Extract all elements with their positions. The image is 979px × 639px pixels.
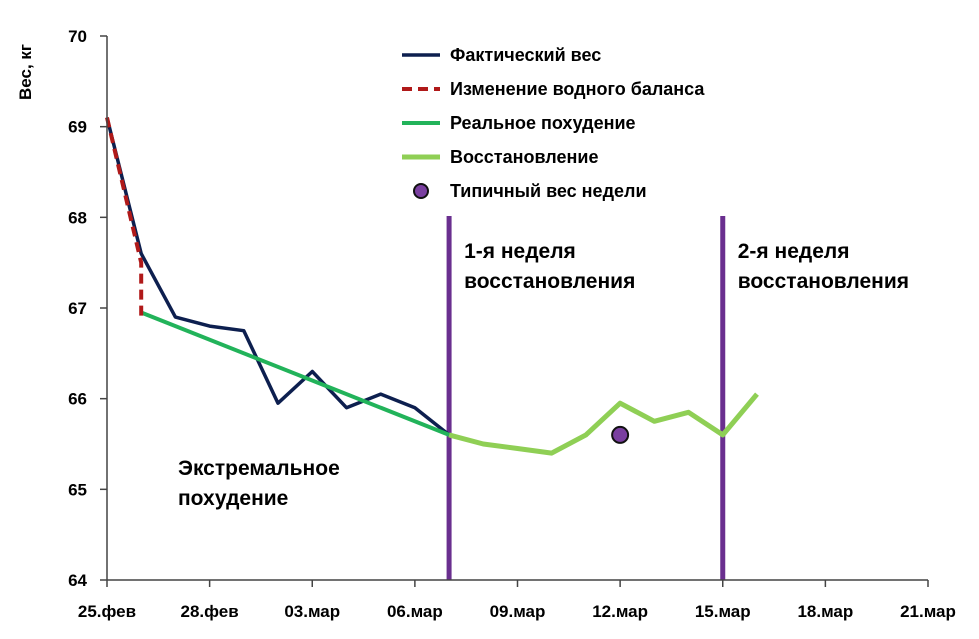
- y-tick-label: 67: [68, 299, 87, 318]
- legend-label-4: Восстановление: [450, 147, 598, 167]
- x-tick-label: 25.фев: [78, 602, 136, 621]
- y-tick-label: 68: [68, 208, 87, 227]
- annotation-line-2: похудение: [178, 487, 288, 510]
- series-line-2: [105, 117, 144, 318]
- axes-layer: 64 65 66 67 68 69 70 25.фев 28.фев 03.мар 06.мар 09…: [68, 27, 956, 621]
- legend: Фактический вес Изменение водного баланса…: [402, 45, 705, 201]
- x-tick-label: 09.мар: [490, 602, 546, 621]
- series-layer: [105, 117, 759, 456]
- legend-label-2: Изменение водного баланса: [450, 79, 705, 99]
- y-axis-label: Вес, кг: [16, 44, 35, 100]
- y-tick-label: 64: [68, 571, 87, 590]
- series-line-3: [140, 310, 450, 437]
- x-tick-label: 15.мар: [695, 602, 751, 621]
- series-line-1: [105, 117, 451, 437]
- x-tick-label: 06.мар: [387, 602, 443, 621]
- legend-label-1: Фактический вес: [450, 45, 601, 65]
- points-layer: [611, 425, 630, 444]
- x-tick-label: 03.мар: [284, 602, 340, 621]
- y-tick-label: 66: [68, 390, 87, 409]
- vlines-layer: 1-я неделя восстановления 2-я неделя восста…: [446, 216, 909, 580]
- series-line-4: [448, 392, 759, 456]
- vline-label-1-line-2: восстановления: [464, 270, 635, 293]
- y-tick-label: 69: [68, 118, 87, 137]
- x-tick-label: 28.фев: [181, 602, 239, 621]
- vline-label-2-line-2: восстановления: [738, 270, 909, 293]
- annotations-layer: Экстремальное похудение: [178, 457, 340, 510]
- typical-weight-point: [611, 425, 630, 444]
- y-tick-label: 65: [68, 480, 87, 499]
- y-tick-label: 70: [68, 27, 87, 46]
- legend-swatch-point: [413, 183, 429, 199]
- vline-label-1-line-1: 1-я неделя: [464, 240, 576, 263]
- x-tick-label: 12.мар: [592, 602, 648, 621]
- x-tick-label: 18.мар: [797, 602, 853, 621]
- x-tick-label: 21.мар: [900, 602, 956, 621]
- vline-label-2-line-1: 2-я неделя: [738, 240, 850, 263]
- legend-label-3: Реальное похудение: [450, 113, 636, 133]
- legend-label-point: Типичный вес недели: [450, 181, 647, 201]
- annotation-line-1: Экстремальное: [178, 457, 340, 480]
